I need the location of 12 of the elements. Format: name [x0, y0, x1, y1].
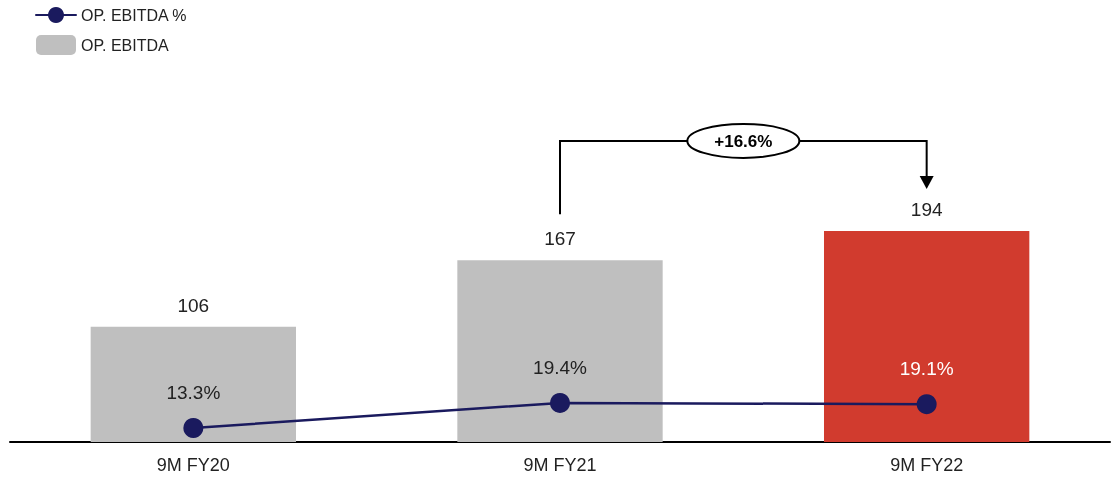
- data-label: 19.1%: [899, 358, 954, 380]
- legend-label: OP. EBITDA %: [81, 6, 187, 24]
- x-tick-label: 9M FY22: [890, 455, 964, 475]
- x-tick-label: 9M FY21: [523, 455, 597, 475]
- data-label: 106: [177, 294, 210, 316]
- x-tick-label: 9M FY20: [156, 455, 230, 475]
- data-label: 194: [910, 198, 943, 220]
- text: +16.6%: [714, 131, 773, 151]
- legend-label: OP. EBITDA: [81, 36, 170, 54]
- data-label: 19.4%: [533, 356, 588, 378]
- data-label: 167: [544, 228, 576, 250]
- data-label: 13.3%: [166, 381, 221, 403]
